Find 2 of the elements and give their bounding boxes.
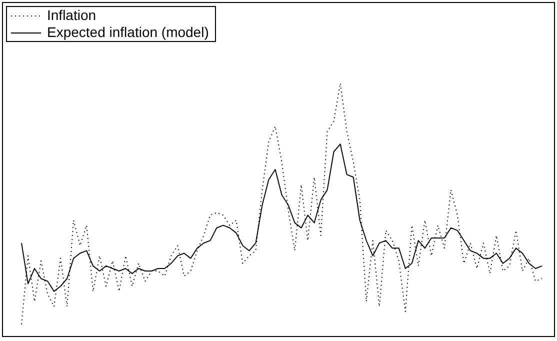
legend-label: Inflation xyxy=(47,7,96,24)
legend-label: Expected inflation (model) xyxy=(47,24,209,41)
